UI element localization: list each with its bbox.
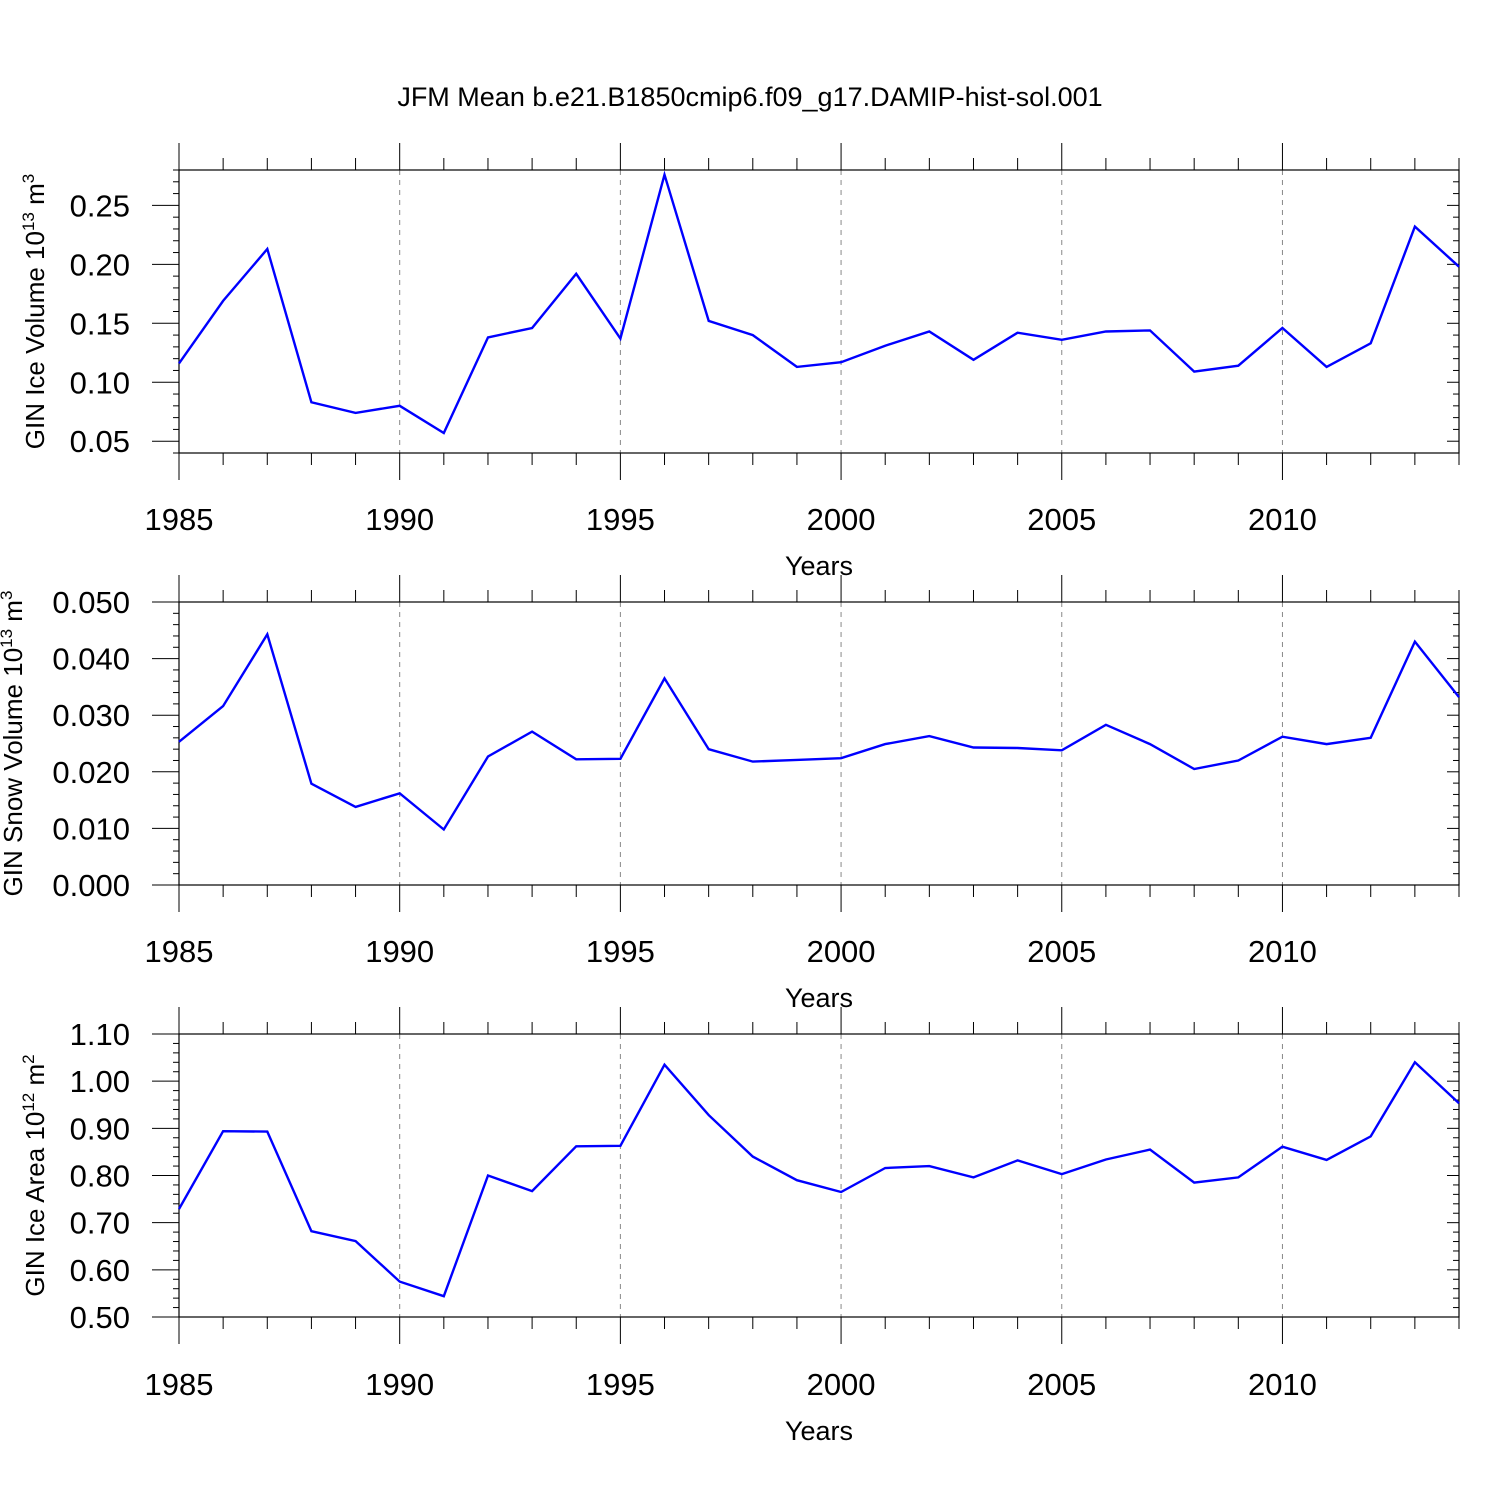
x-axis-title: Years bbox=[785, 983, 853, 1013]
y-axis-title-superscript: 12 bbox=[19, 1093, 38, 1112]
x-tick-label: 1985 bbox=[145, 934, 214, 969]
figure-title: JFM Mean b.e21.B1850cmip6.f09_g17.DAMIP-… bbox=[397, 82, 1102, 112]
x-tick-label: 2005 bbox=[1027, 502, 1096, 537]
x-tick-label: 1995 bbox=[586, 502, 655, 537]
y-tick-label: 0.000 bbox=[52, 868, 130, 903]
y-tick-label: 0.030 bbox=[52, 698, 130, 733]
y-axis-title-superscript: 3 bbox=[0, 591, 16, 600]
y-tick-label: 0.90 bbox=[70, 1111, 130, 1146]
series-line bbox=[178, 631, 1460, 832]
x-tick-label: 2010 bbox=[1248, 1367, 1317, 1402]
y-axis-title-part: GIN Snow Volume 10 bbox=[0, 648, 28, 897]
x-tick-label: 2005 bbox=[1027, 934, 1096, 969]
x-tick-label: 1990 bbox=[365, 1367, 434, 1402]
y-tick-label: 1.00 bbox=[70, 1064, 130, 1099]
y-axis-title-part: m bbox=[20, 183, 50, 212]
x-tick-label: 1990 bbox=[365, 934, 434, 969]
x-tick-label: 2010 bbox=[1248, 502, 1317, 537]
series-line bbox=[178, 170, 1460, 435]
y-tick-label: 0.040 bbox=[52, 642, 130, 677]
series-line bbox=[177, 1060, 1460, 1298]
y-axis-title-part: GIN Ice Volume 10 bbox=[20, 231, 50, 449]
x-tick-label: 2000 bbox=[807, 1367, 876, 1402]
x-axis-title: Years bbox=[785, 1416, 853, 1446]
y-tick-label: 0.15 bbox=[70, 306, 130, 341]
y-axis-title-superscript: 3 bbox=[19, 174, 38, 183]
y-axis-title: GIN Ice Volume 1013 m3 bbox=[19, 174, 50, 450]
x-axis-title: Years bbox=[785, 551, 853, 581]
y-tick-label: 0.05 bbox=[70, 424, 130, 459]
y-tick-label: 0.80 bbox=[70, 1159, 130, 1194]
x-tick-label: 2005 bbox=[1027, 1367, 1096, 1402]
y-tick-label: 0.50 bbox=[70, 1300, 130, 1335]
x-tick-label: 1985 bbox=[145, 1367, 214, 1402]
y-axis-title-superscript: 13 bbox=[0, 629, 16, 648]
x-tick-label: 1990 bbox=[365, 502, 434, 537]
y-axis-title-part: GIN Ice Area 10 bbox=[20, 1112, 50, 1297]
plot-frame bbox=[178, 601, 1460, 886]
x-tick-label: 2010 bbox=[1248, 934, 1317, 969]
y-tick-label: 0.10 bbox=[70, 365, 130, 400]
panel-2: 1985 1990 1995 2000 2005 2010 Years 0.000 0.010 0… bbox=[0, 575, 1460, 1013]
y-axis-title: GIN Ice Area 1012 m2 bbox=[19, 1054, 50, 1296]
y-tick-label: 0.70 bbox=[70, 1206, 130, 1241]
x-tick-label: 2000 bbox=[807, 934, 876, 969]
x-tick-label: 1995 bbox=[586, 934, 655, 969]
y-tick-label: 0.010 bbox=[52, 811, 130, 846]
x-tick-label: 1985 bbox=[145, 502, 214, 537]
y-axis-title-superscript: 2 bbox=[19, 1054, 38, 1063]
panel-3: 1985 1990 1995 2000 2005 2010 Years 0.50 0.60 0.7… bbox=[19, 1007, 1460, 1446]
y-tick-label: 1.10 bbox=[70, 1017, 130, 1052]
y-axis-title: GIN Snow Volume 1013 m3 bbox=[0, 591, 28, 897]
y-tick-label: 0.050 bbox=[52, 585, 130, 620]
panels: 1985 1990 1995 2000 2005 2010 Years 0.05 0.10 0.1… bbox=[0, 143, 1460, 1446]
y-tick-label: 0.60 bbox=[70, 1253, 130, 1288]
y-tick-label: 0.020 bbox=[52, 755, 130, 790]
y-axis-title-superscript: 13 bbox=[19, 212, 38, 231]
panel-1: 1985 1990 1995 2000 2005 2010 Years 0.05 0.10 0.1… bbox=[19, 143, 1460, 581]
y-axis-title-part: m bbox=[20, 1064, 50, 1093]
y-tick-label: 0.20 bbox=[70, 247, 130, 282]
y-tick-label: 0.25 bbox=[70, 188, 130, 223]
y-axis-title-part: m bbox=[0, 600, 28, 629]
x-tick-label: 1995 bbox=[586, 1367, 655, 1402]
x-tick-label: 2000 bbox=[807, 502, 876, 537]
